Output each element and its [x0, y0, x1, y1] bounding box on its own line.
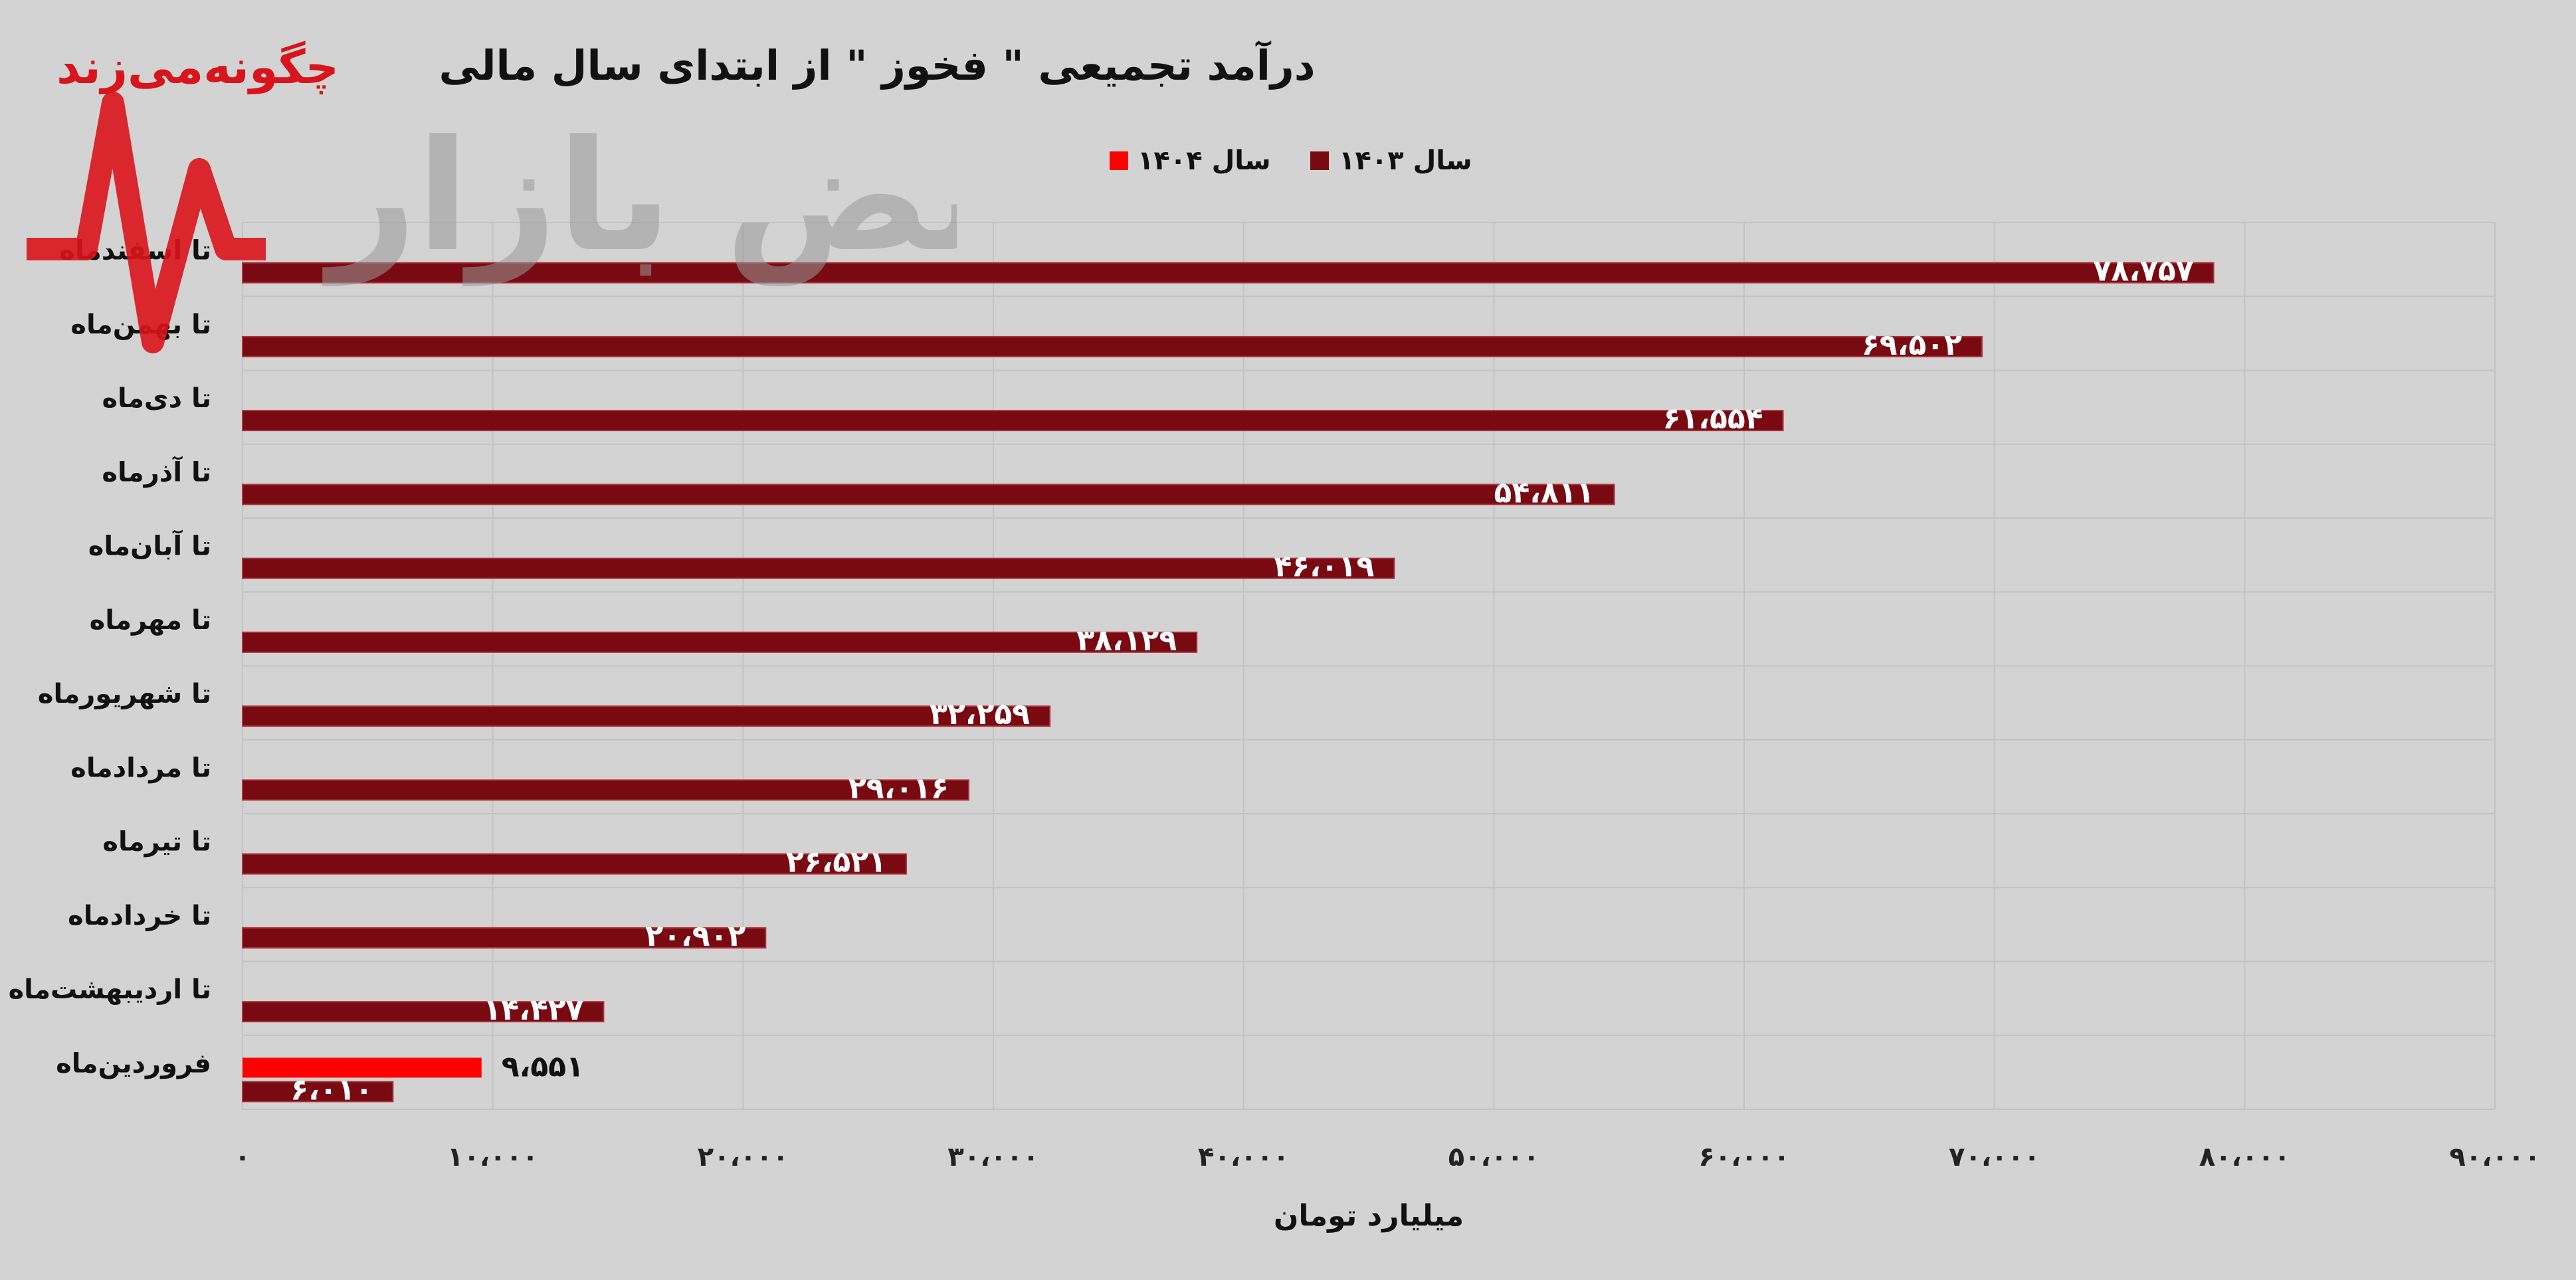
data-label-1403: ۲۰،۹۰۲	[645, 919, 745, 953]
x-tick-label: ۴۰،۰۰۰	[1198, 1142, 1289, 1172]
data-label-1404: ۹،۵۵۱	[502, 1050, 584, 1083]
data-label-1403: ۷۸،۷۵۷	[2094, 254, 2194, 288]
x-tick-label: ۶۰،۰۰۰	[1698, 1142, 1789, 1172]
bar-1403	[242, 410, 1784, 432]
data-label-1403: ۲۹،۰۱۶	[848, 771, 949, 805]
x-tick-label: ۷۰،۰۰۰	[1949, 1142, 2040, 1172]
x-tick-label: ۲۰،۰۰۰	[698, 1142, 789, 1172]
category-label: تا آبان‌ماه	[88, 529, 211, 562]
x-tick-label: ۸۰،۰۰۰	[2199, 1142, 2290, 1172]
bar-1403	[242, 1001, 605, 1023]
data-label-1403: ۶۹،۵۰۲	[1862, 328, 1962, 362]
x-tick-label: ۵۰،۰۰۰	[1448, 1142, 1539, 1172]
category-label: تا مردادماه	[70, 753, 211, 783]
bar-1403	[242, 631, 1198, 653]
x-tick-label: ۳۰،۰۰۰	[947, 1142, 1039, 1172]
category-label: تا دی‌ماه	[102, 383, 211, 414]
data-label-1403: ۴۶،۰۱۹	[1274, 550, 1374, 584]
x-tick-labels: ۰ ۱۰،۰۰۰ ۲۰،۰۰۰ ۳۰،۰۰۰ ۴۰،۰۰۰ ۵۰،۰۰۰ ۶۰،۰۰۰ ۷۰،…	[235, 1142, 2541, 1172]
legend-swatch-1404	[1110, 151, 1128, 170]
category-label: تا آذرماه	[102, 455, 211, 488]
category-label: تا خردادماه	[68, 901, 211, 931]
x-tick-label: ۹۰،۰۰۰	[2449, 1142, 2540, 1172]
data-label-1403: ۱۴،۴۲۷	[483, 993, 583, 1027]
bar-1403	[242, 1081, 394, 1103]
x-axis-title: میلیارد تومان	[1274, 1199, 1464, 1233]
category-label: تا بهمن‌ماه	[70, 310, 211, 340]
bar-1404	[243, 1057, 482, 1078]
bar-1403	[242, 853, 907, 875]
bar-1403	[242, 335, 1983, 357]
category-labels: تا اسفندماه تا بهمن‌ماه تا دی‌ماه تا آذرماه…	[9, 236, 211, 1079]
bar-1403	[242, 557, 1395, 579]
data-label-1403: ۲۶،۵۲۱	[786, 846, 886, 879]
category-label: تا اردیبهشت‌ماه	[9, 974, 211, 1005]
bars: ۷۸،۷۵۷ ۶۹،۵۰۲ ۶۱،۵۵۴ ۵۴،۸۱۱ ۴۶،۰۱۹ ۳۸،۱۲۹ ۳۲،۲…	[242, 254, 2215, 1107]
category-label: تا شهریورماه	[38, 679, 211, 709]
chart-title: درآمد تجمیعی " فخوز " از ابتدای سال مالی	[439, 40, 1315, 90]
data-label-1403: ۵۴،۸۱۱	[1494, 476, 1595, 509]
grid	[242, 222, 2496, 1110]
data-label-1403: ۳۸،۱۲۹	[1076, 624, 1177, 658]
legend-label-1404: سال ۱۴۰۴	[1138, 145, 1271, 176]
category-label: تا تیرماه	[102, 827, 211, 858]
x-tick-label: ۰	[235, 1142, 250, 1172]
data-label-1403: ۶۱،۵۵۴	[1663, 402, 1763, 436]
bar-1403	[242, 705, 1051, 727]
legend-label-1403: سال ۱۴۰۳	[1339, 145, 1472, 176]
category-label: تا اسفندماه	[59, 236, 211, 266]
bar-1403	[242, 927, 767, 949]
bar-1403	[242, 262, 2215, 284]
data-label-1403: ۳۲،۲۵۹	[930, 697, 1030, 731]
category-label: فروردین‌ماه	[56, 1048, 211, 1079]
legend: سال ۱۴۰۳ سال ۱۴۰۴	[1110, 145, 1472, 176]
x-tick-label: ۱۰،۰۰۰	[447, 1142, 538, 1172]
bar-1403	[242, 484, 1615, 505]
legend-swatch-1403	[1310, 151, 1329, 170]
data-label-1403: ۶،۰۱۰	[290, 1073, 373, 1107]
category-label: تا مهرماه	[90, 605, 211, 636]
bar-1403	[242, 779, 969, 801]
